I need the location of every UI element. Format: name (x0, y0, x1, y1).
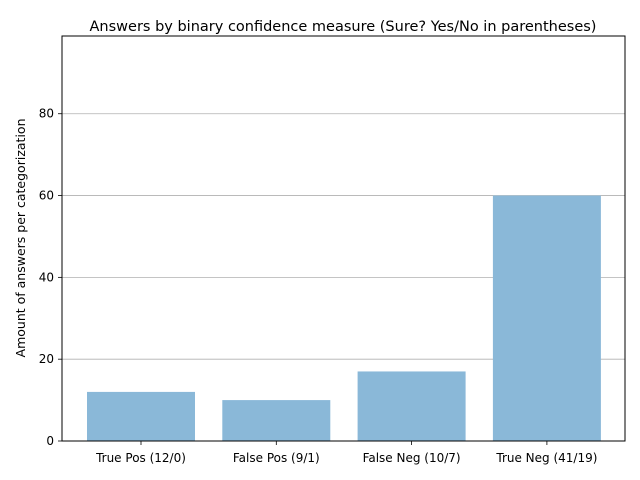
y-axis-label: Amount of answers per categorization (13, 119, 28, 358)
y-tick-label: 40 (39, 270, 54, 284)
bar-3 (357, 371, 466, 441)
bars (87, 195, 601, 441)
y-axis-ticks: 0 20 40 60 80 (39, 107, 62, 448)
x-tick-label: True Pos (12/0) (95, 451, 186, 465)
x-axis-ticks: True Pos (12/0) False Pos (9/1) False Neg … (95, 441, 597, 465)
plot-frame (61, 35, 626, 442)
x-tick-label: False Neg (10/7) (363, 451, 461, 465)
y-tick-label: 60 (39, 189, 54, 203)
x-tick-label: False Pos (9/1) (233, 451, 320, 465)
chart-title: Answers by binary confidence measure (Su… (90, 19, 597, 35)
y-tick-label: 0 (46, 434, 54, 448)
bar-2 (222, 400, 331, 441)
y-tick-label: 20 (39, 352, 54, 366)
x-tick-label: True Neg (41/19) (495, 451, 597, 465)
y-tick-label: 80 (39, 107, 54, 121)
bar-1 (87, 391, 195, 441)
bar-4 (492, 195, 601, 441)
